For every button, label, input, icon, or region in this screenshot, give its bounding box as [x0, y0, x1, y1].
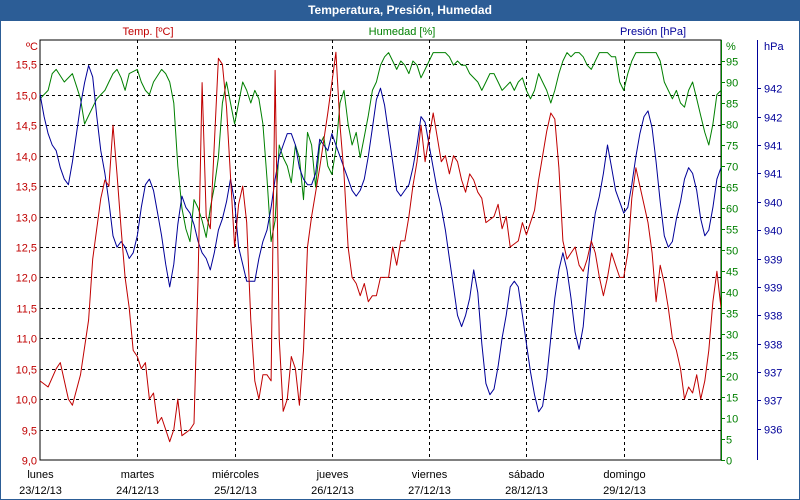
pres-tick-label: 941 [764, 141, 782, 153]
hum-tick-label: 60 [726, 204, 738, 216]
temp-tick-label: 9,0 [22, 456, 37, 468]
axes: 9,0 9,5 10,0 10,5 11,0 11,5 12,0 12,5 13,0 13,5 14… [16, 26, 785, 497]
hum-tick-label: 65 [726, 183, 738, 195]
hum-tick-label: 20 [726, 372, 738, 384]
temp-series-label: Temp. [ºC] [122, 26, 173, 38]
plot-border [39, 39, 722, 461]
hum-tick-label: 45 [726, 267, 738, 279]
day-name-label: lunes [27, 469, 54, 481]
day-name-label: miércoles [212, 469, 260, 481]
pres-tick-label: 938 [764, 311, 782, 323]
day-name-label: sábado [508, 469, 544, 481]
hum-series-label: Humedad [%] [369, 26, 436, 38]
temp-series-line [39, 51, 722, 443]
grid [39, 39, 722, 461]
day-name-label: domingo [603, 469, 645, 481]
day-date-label: 24/12/13 [116, 485, 159, 497]
temp-tick-label: 11,5 [16, 304, 37, 316]
pres-tick-label: 941 [764, 169, 782, 181]
day-name-label: viernes [412, 469, 448, 481]
pres-series-label: Presión [hPa] [620, 26, 686, 38]
hum-tick-label: 70 [726, 162, 738, 174]
chart-title: Temperatura, Presión, Humedad [0, 0, 800, 21]
day-date-label: 28/12/13 [505, 485, 548, 497]
hum-tick-label: 10 [726, 414, 738, 426]
hum-tick-label: 30 [726, 330, 738, 342]
day-date-label: 27/12/13 [408, 485, 451, 497]
hum-tick-label: 90 [726, 78, 738, 90]
pres-tick-label: 942 [764, 113, 782, 125]
hum-tick-label: 5 [726, 435, 732, 447]
pres-unit-label: hPa [764, 41, 784, 53]
temp-tick-label: 12,0 [16, 273, 37, 285]
series-lines [39, 51, 722, 443]
hum-tick-label: 40 [726, 288, 738, 300]
day-date-label: 26/12/13 [311, 485, 354, 497]
temp-unit-label: ºC [26, 41, 38, 53]
temp-tick-label: 10,5 [16, 365, 37, 377]
pres-tick-label: 936 [764, 425, 782, 437]
hum-tick-label: 50 [726, 246, 738, 258]
temp-tick-label: 13,5 [16, 182, 37, 194]
temp-tick-label: 11,0 [16, 334, 37, 346]
day-name-label: martes [121, 469, 155, 481]
hum-tick-label: 75 [726, 141, 738, 153]
temp-tick-label: 10,0 [16, 395, 37, 407]
pres-tick-label: 939 [764, 283, 782, 295]
hum-tick-label: 25 [726, 351, 738, 363]
pres-series-line [39, 65, 722, 413]
hum-tick-label: 95 [726, 57, 738, 69]
day-date-label: 29/12/13 [603, 485, 646, 497]
hum-unit-label: % [726, 41, 736, 53]
temp-tick-label: 12,5 [16, 243, 37, 255]
pres-tick-label: 940 [764, 198, 782, 210]
pres-tick-label: 942 [764, 84, 782, 96]
temp-tick-label: 15,0 [16, 91, 37, 103]
hum-tick-label: 35 [726, 309, 738, 321]
hum-series-line [39, 52, 722, 243]
day-date-label: 23/12/13 [19, 485, 62, 497]
pres-tick-label: 940 [764, 226, 782, 238]
hum-tick-label: 55 [726, 225, 738, 237]
pres-tick-label: 937 [764, 396, 782, 408]
hum-tick-label: 15 [726, 393, 738, 405]
day-name-label: jueves [316, 469, 349, 481]
temp-tick-label: 9,5 [22, 426, 37, 438]
hum-tick-label: 85 [726, 99, 738, 111]
day-date-label: 25/12/13 [214, 485, 257, 497]
chart-frame [0, 21, 800, 500]
pres-tick-label: 937 [764, 368, 782, 380]
hum-tick-label: 0 [726, 456, 732, 468]
temp-tick-label: 13,0 [16, 213, 37, 225]
pres-tick-label: 939 [764, 255, 782, 267]
temp-tick-label: 14,5 [16, 121, 37, 133]
pres-tick-label: 938 [764, 340, 782, 352]
temp-tick-label: 14,0 [16, 152, 37, 164]
hum-tick-label: 80 [726, 120, 738, 132]
temp-tick-label: 15,5 [16, 60, 37, 72]
